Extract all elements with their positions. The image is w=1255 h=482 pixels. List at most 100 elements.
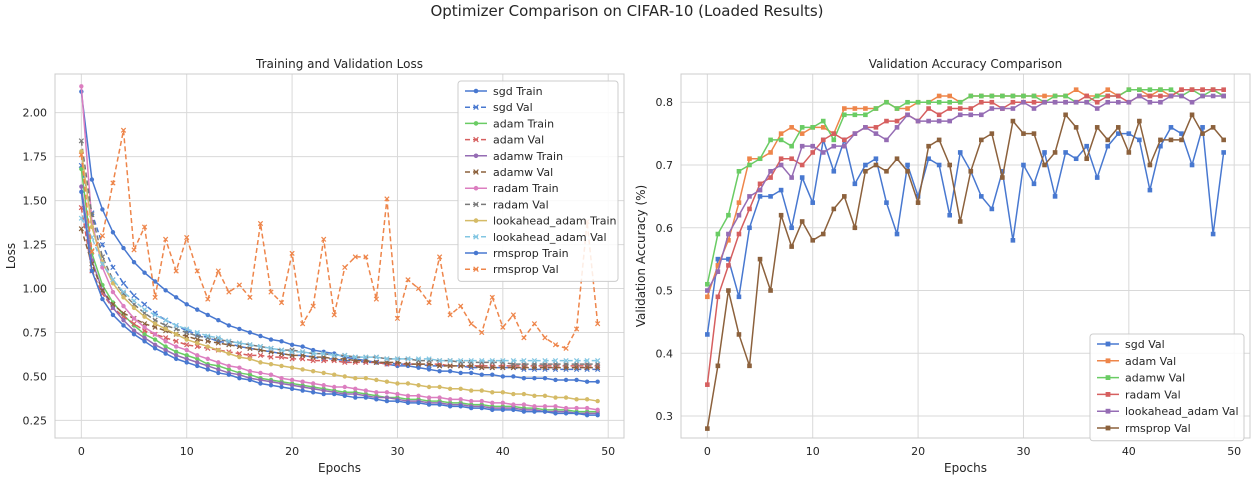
data-point bbox=[799, 162, 805, 168]
data-point bbox=[511, 407, 516, 413]
data-point bbox=[1158, 93, 1163, 99]
data-point bbox=[1158, 143, 1163, 149]
legend-marker bbox=[1105, 341, 1111, 347]
data-point bbox=[1115, 99, 1121, 105]
data-point bbox=[936, 112, 942, 118]
data-point bbox=[1189, 99, 1195, 105]
legend-label: adam Train bbox=[493, 117, 554, 130]
data-point bbox=[216, 367, 221, 372]
legend-marker bbox=[473, 136, 479, 143]
data-point bbox=[1179, 137, 1184, 143]
y-axis-label: Loss bbox=[4, 243, 18, 269]
data-point bbox=[299, 349, 306, 355]
legend-marker bbox=[473, 266, 479, 273]
data-point bbox=[1210, 93, 1216, 99]
data-point bbox=[936, 137, 942, 143]
data-point bbox=[469, 388, 474, 393]
data-point bbox=[100, 265, 105, 270]
data-point bbox=[584, 379, 590, 384]
data-point bbox=[1158, 137, 1163, 143]
data-point bbox=[458, 358, 464, 364]
data-point bbox=[121, 303, 126, 309]
data-point bbox=[936, 93, 942, 99]
x-tick-label: 30 bbox=[390, 445, 404, 458]
data-point bbox=[778, 131, 784, 136]
data-point bbox=[394, 356, 401, 362]
data-point bbox=[595, 358, 601, 364]
data-point bbox=[247, 342, 253, 348]
data-point bbox=[100, 207, 105, 212]
data-point bbox=[490, 400, 495, 406]
data-point bbox=[163, 326, 168, 332]
data-point bbox=[310, 347, 316, 353]
data-point bbox=[247, 294, 253, 300]
data-point bbox=[842, 137, 847, 143]
y-tick-label: 1.75 bbox=[23, 151, 48, 164]
data-point bbox=[595, 379, 600, 384]
data-point bbox=[584, 358, 590, 364]
data-point bbox=[1137, 118, 1142, 124]
data-point bbox=[195, 356, 200, 362]
data-point bbox=[705, 288, 710, 293]
legend-label: sgd Train bbox=[493, 85, 543, 98]
data-point bbox=[426, 395, 432, 400]
data-point bbox=[1179, 131, 1184, 136]
data-point bbox=[1168, 125, 1174, 130]
data-point bbox=[747, 194, 752, 199]
y-axis-label: Validation Accuracy (%) bbox=[634, 185, 648, 327]
data-point bbox=[915, 194, 921, 199]
data-point bbox=[573, 358, 580, 364]
data-point bbox=[384, 196, 390, 202]
data-point bbox=[321, 391, 326, 397]
data-point bbox=[842, 112, 847, 118]
data-point bbox=[1105, 99, 1111, 105]
data-point bbox=[705, 382, 710, 387]
data-point bbox=[500, 358, 506, 364]
data-point bbox=[184, 302, 189, 307]
data-point bbox=[279, 384, 284, 390]
series-line bbox=[80, 140, 598, 365]
data-point bbox=[989, 99, 995, 105]
data-point bbox=[873, 106, 879, 111]
data-point bbox=[300, 367, 305, 372]
data-point bbox=[532, 404, 537, 409]
x-tick-label: 40 bbox=[1122, 445, 1136, 458]
data-point bbox=[926, 156, 931, 162]
x-tick-label: 40 bbox=[496, 445, 510, 458]
data-point bbox=[1021, 162, 1026, 168]
data-point bbox=[479, 405, 484, 411]
data-point bbox=[736, 212, 742, 218]
data-point bbox=[120, 127, 127, 133]
data-point bbox=[905, 112, 910, 118]
data-point bbox=[236, 350, 243, 357]
data-point bbox=[310, 350, 316, 357]
data-point bbox=[831, 143, 837, 149]
data-point bbox=[268, 361, 274, 367]
data-point bbox=[1189, 162, 1195, 168]
data-point bbox=[768, 137, 773, 143]
data-point bbox=[1000, 168, 1005, 174]
data-point bbox=[89, 224, 95, 230]
data-point bbox=[205, 344, 210, 349]
data-point bbox=[1126, 87, 1132, 92]
data-point bbox=[511, 402, 516, 407]
data-point bbox=[247, 377, 253, 383]
data-point bbox=[163, 335, 169, 341]
data-point bbox=[141, 224, 148, 230]
data-point bbox=[99, 241, 106, 248]
series-rmsprop-train bbox=[79, 189, 600, 418]
data-point bbox=[979, 137, 984, 143]
data-point bbox=[163, 347, 168, 353]
data-point bbox=[394, 315, 401, 322]
data-point bbox=[195, 360, 200, 365]
data-point bbox=[747, 162, 752, 168]
data-point bbox=[789, 125, 794, 130]
data-point bbox=[947, 93, 952, 99]
data-point bbox=[1010, 118, 1016, 124]
data-point bbox=[415, 285, 422, 292]
data-point bbox=[342, 264, 348, 271]
data-point bbox=[947, 106, 952, 111]
data-point bbox=[184, 342, 190, 348]
legend-marker bbox=[473, 169, 479, 175]
legend-box bbox=[1089, 333, 1245, 442]
